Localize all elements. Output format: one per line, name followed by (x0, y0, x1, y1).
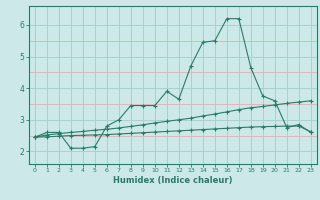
X-axis label: Humidex (Indice chaleur): Humidex (Indice chaleur) (113, 176, 233, 185)
